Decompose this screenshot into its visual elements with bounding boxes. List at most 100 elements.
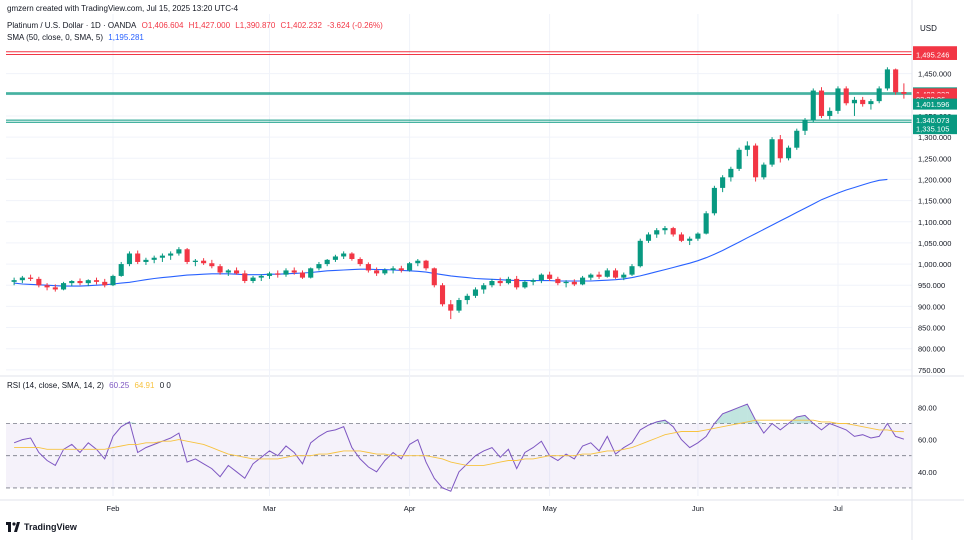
candle-body bbox=[217, 266, 223, 273]
price-tag-box bbox=[913, 114, 957, 126]
ohlc-high: H1,427.000 bbox=[188, 21, 231, 30]
candle-body bbox=[538, 274, 544, 281]
candle bbox=[398, 265, 404, 273]
month-tick-label: Feb bbox=[107, 504, 120, 513]
candle-body bbox=[637, 240, 643, 267]
candle-body bbox=[505, 278, 511, 284]
candle-body bbox=[415, 260, 421, 264]
rsi-label[interactable]: RSI (14, close, SMA, 14, 2) bbox=[7, 381, 104, 390]
price-tick-label: 750.000 bbox=[918, 366, 945, 375]
candle-body bbox=[308, 268, 314, 278]
price-tag-text: 1,401.596 bbox=[916, 100, 949, 109]
candle-body bbox=[695, 233, 701, 239]
candle bbox=[283, 268, 289, 277]
candle bbox=[563, 280, 569, 288]
price-tick-label: 850.000 bbox=[918, 324, 945, 333]
candle-body bbox=[514, 278, 520, 288]
candle-body bbox=[456, 300, 462, 311]
price-tag-box bbox=[913, 123, 957, 135]
candle bbox=[489, 278, 495, 288]
candle bbox=[678, 232, 684, 243]
tradingview-logo[interactable]: TradingView bbox=[6, 522, 77, 532]
horizontal-levels bbox=[6, 51, 912, 123]
candle-body bbox=[349, 253, 355, 259]
candle bbox=[69, 280, 75, 287]
candle-body bbox=[744, 145, 750, 150]
candle-body bbox=[102, 281, 108, 286]
candle bbox=[464, 293, 470, 305]
candle-body bbox=[489, 281, 495, 286]
candle bbox=[687, 236, 693, 246]
candle bbox=[810, 88, 816, 123]
candle bbox=[654, 228, 660, 238]
candle-body bbox=[209, 263, 215, 267]
candle-body bbox=[374, 270, 380, 274]
candle-body bbox=[769, 139, 775, 165]
candle-body bbox=[225, 270, 231, 273]
price-tag-text: 1,495.246 bbox=[916, 50, 949, 59]
candle-body bbox=[291, 270, 297, 273]
candle bbox=[514, 275, 520, 290]
candle bbox=[645, 232, 652, 243]
candle-body bbox=[118, 264, 124, 276]
candle bbox=[612, 268, 619, 279]
candle-body bbox=[555, 278, 561, 284]
candle bbox=[818, 87, 825, 119]
candle-body bbox=[736, 149, 742, 169]
ohlc-close: C1,402.232 bbox=[280, 21, 322, 30]
candle-body bbox=[860, 99, 866, 105]
sma-label[interactable]: SMA (50, close, 0, SMA, 5) bbox=[7, 33, 104, 42]
candle bbox=[225, 269, 231, 276]
price-tick-label: 1,150.000 bbox=[918, 197, 951, 206]
candle-body bbox=[720, 177, 726, 188]
time-axis: Feb Mar Apr May Jun Jul bbox=[0, 499, 964, 513]
rsi-pane bbox=[13, 403, 905, 492]
candle-body bbox=[28, 277, 34, 279]
candle bbox=[110, 274, 116, 287]
candle-body bbox=[728, 168, 734, 178]
candle-body bbox=[390, 268, 396, 271]
candle-body bbox=[448, 304, 454, 311]
candle-body bbox=[843, 88, 849, 104]
candle bbox=[860, 96, 866, 107]
candle bbox=[258, 274, 264, 282]
candle-body bbox=[398, 268, 404, 271]
candle bbox=[382, 268, 388, 276]
candle-body bbox=[547, 274, 553, 279]
candle-body bbox=[242, 273, 248, 282]
rsi-extra: 0 0 bbox=[159, 381, 171, 390]
candle bbox=[761, 162, 767, 180]
candle-body bbox=[802, 120, 808, 131]
candle-body bbox=[901, 91, 907, 94]
candle-body bbox=[52, 287, 58, 290]
rsi-tick-label: 80.00 bbox=[918, 403, 937, 412]
sma-line bbox=[14, 178, 888, 287]
candle-body bbox=[481, 285, 487, 290]
candle-body bbox=[192, 260, 198, 262]
candle bbox=[439, 283, 446, 307]
candle-body bbox=[341, 253, 347, 257]
ohlc-open: O1,406.604 bbox=[141, 21, 184, 30]
price-tick-label: 1,050.000 bbox=[918, 239, 951, 248]
candle-body bbox=[522, 281, 528, 288]
candle bbox=[357, 257, 363, 267]
month-tick-label: May bbox=[543, 504, 557, 513]
candle bbox=[143, 257, 149, 265]
price-tick-label: 800.000 bbox=[918, 345, 945, 354]
currency-label[interactable]: USD bbox=[920, 24, 937, 33]
symbol-title[interactable]: Platinum / U.S. Dollar · 1D · OANDA bbox=[7, 21, 137, 30]
candle bbox=[728, 166, 734, 182]
price-tag-text: 1,340.073 bbox=[916, 116, 949, 125]
candle-body bbox=[357, 258, 363, 265]
candle-body bbox=[563, 281, 569, 284]
month-tick-label: Mar bbox=[263, 504, 276, 513]
brand-name: TradingView bbox=[24, 522, 77, 532]
candle bbox=[324, 258, 330, 267]
price-tick-label: 1,450.000 bbox=[918, 70, 951, 79]
candle-body bbox=[612, 270, 619, 278]
candle bbox=[308, 267, 314, 279]
candle bbox=[893, 68, 899, 95]
candle-body bbox=[711, 187, 717, 214]
candle-body bbox=[135, 253, 141, 262]
candle-body bbox=[234, 270, 240, 274]
